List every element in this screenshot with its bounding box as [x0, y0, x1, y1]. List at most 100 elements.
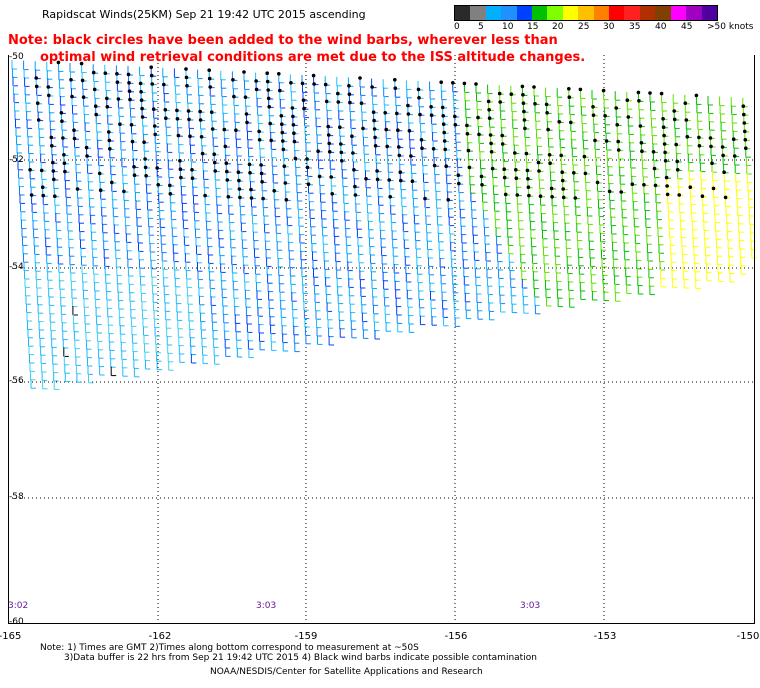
- contamination-dot: [115, 80, 120, 84]
- legend-label: 5: [478, 22, 484, 32]
- contamination-dot: [625, 98, 630, 102]
- contamination-dot: [533, 102, 537, 106]
- contamination-dot: [312, 82, 316, 86]
- legend-swatch: [639, 6, 656, 20]
- contamination-dot: [311, 73, 316, 78]
- contamination-dot: [185, 84, 189, 88]
- map-title: Rapidscat Winds(25KM) Sep 21 19:42 UTC 2…: [42, 8, 366, 21]
- wind-barbs: [11, 60, 757, 390]
- legend-swatch: [609, 6, 625, 20]
- time-label-2: 3:03: [256, 601, 277, 611]
- contamination-dot: [149, 65, 153, 69]
- contamination-dot: [56, 60, 61, 65]
- legend-label: >50 knots: [707, 22, 754, 32]
- legend-swatch: [455, 6, 471, 20]
- contamination-dot: [207, 76, 212, 81]
- contamination-note-line1: Note: black circles have been added to t…: [8, 33, 558, 48]
- contamination-dot: [521, 101, 526, 105]
- legend-swatch: [470, 6, 486, 20]
- contamination-dot: [578, 87, 583, 92]
- contamination-dot: [266, 88, 271, 92]
- contamination-dot: [127, 81, 131, 85]
- contamination-dot: [347, 84, 351, 88]
- contamination-dot: [300, 81, 305, 86]
- lat-label-52: -52: [9, 155, 24, 165]
- contamination-dot: [694, 93, 699, 98]
- legend-label: 10: [502, 22, 514, 32]
- lon-label-159: -159: [294, 631, 318, 642]
- contamination-dot: [254, 79, 258, 83]
- legend-label: 30: [603, 22, 615, 32]
- contamination-dot: [544, 102, 549, 107]
- footer-credit: NOAA/NESDIS/Center for Satellite Applica…: [210, 667, 483, 677]
- legend-swatch: [547, 6, 563, 20]
- lat-label-56: -56: [9, 376, 24, 386]
- lon-label-156: -156: [444, 631, 468, 642]
- legend-swatch: [686, 6, 702, 20]
- contamination-dot: [34, 76, 38, 80]
- contamination-dot: [184, 67, 188, 71]
- legend-swatch: [485, 6, 502, 20]
- contamination-dot: [254, 87, 259, 92]
- contamination-dot: [497, 91, 502, 96]
- contamination-dot: [208, 85, 212, 89]
- legend-swatch: [516, 6, 533, 20]
- legend-swatch: [670, 6, 687, 20]
- contamination-dot: [648, 91, 652, 95]
- contamination-dot: [532, 85, 536, 89]
- legend-label: 15: [527, 22, 539, 32]
- contamination-dot: [520, 84, 525, 89]
- contamination-dot: [336, 91, 340, 96]
- contamination-dot: [358, 76, 362, 80]
- contamination-dot: [601, 88, 606, 93]
- contamination-dot: [278, 88, 282, 93]
- legend-swatch: [593, 6, 610, 20]
- legend-label: 40: [655, 22, 667, 32]
- contamination-note-line2: optimal wind retrieval conditions are me…: [40, 50, 586, 65]
- legend-label: 20: [552, 22, 564, 32]
- legend-swatch: [578, 6, 594, 20]
- time-label-3: 3:03: [520, 601, 541, 611]
- legend-swatch: [701, 6, 717, 20]
- wind-speed-color-legend: [454, 5, 718, 21]
- legend-label: 45: [681, 22, 693, 32]
- contamination-dot: [103, 71, 108, 75]
- lon-label-162: -162: [148, 631, 172, 642]
- map-frame: [8, 55, 755, 624]
- contamination-dot: [265, 79, 270, 84]
- contamination-dot: [683, 101, 688, 105]
- legend-swatch: [624, 6, 640, 20]
- footer-note-line2: 3)Data buffer is 22 hrs from Sep 21 19:4…: [64, 653, 537, 663]
- contamination-dot: [462, 81, 467, 86]
- contamination-dot: [91, 70, 96, 75]
- lon-label-150: -150: [736, 631, 760, 642]
- legend-swatch: [655, 6, 671, 20]
- contamination-dot: [591, 105, 595, 109]
- contamination-dot: [149, 73, 154, 78]
- contamination-dot: [162, 82, 166, 87]
- contamination-dot: [416, 87, 421, 92]
- lat-label-50: -50: [9, 52, 24, 62]
- contamination-dot: [439, 80, 444, 84]
- contamination-dot: [509, 92, 514, 96]
- contamination-dot: [659, 91, 664, 96]
- contamination-dot: [207, 68, 211, 72]
- contamination-dot: [370, 85, 374, 89]
- time-label-1: 3:02: [8, 601, 29, 611]
- contamination-dot: [323, 82, 328, 87]
- contamination-dot: [741, 104, 746, 108]
- contamination-dot: [637, 99, 641, 103]
- contamination-dot: [474, 82, 478, 86]
- footer-note-line1: Note: 1) Times are GMT 2)Times along bot…: [40, 643, 419, 653]
- contamination-dot: [417, 96, 421, 100]
- contamination-dot: [115, 72, 119, 76]
- contamination-dot: [393, 78, 397, 82]
- lat-label-54: -54: [9, 262, 24, 272]
- contamination-dot: [80, 78, 85, 83]
- lon-label-153: -153: [593, 631, 617, 642]
- contamination-dot: [567, 87, 571, 91]
- legend-label: 35: [629, 22, 641, 32]
- contamination-dot: [242, 70, 246, 74]
